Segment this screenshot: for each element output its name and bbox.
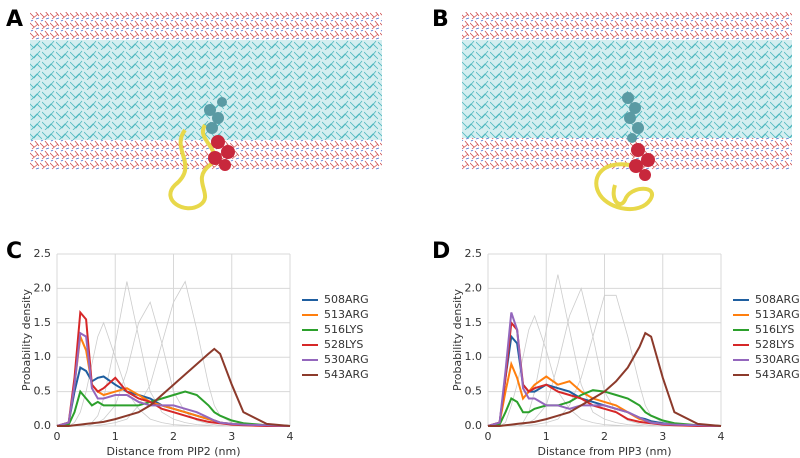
y-axis-label: Probability density: [20, 289, 33, 391]
x-tick-label: 4: [287, 430, 294, 443]
membrane-image-b: [462, 12, 792, 212]
y-tick-label: 1.0: [465, 350, 483, 363]
legend-label: 513ARG: [324, 308, 369, 321]
x-tick-label: 3: [659, 430, 666, 443]
x-tick-label: 1: [543, 430, 550, 443]
membrane-image-a: [30, 12, 382, 211]
series-line: [487, 389, 722, 427]
x-axis-label: Distance from PIP2 (nm): [107, 445, 241, 458]
y-tick-label: 0.0: [465, 419, 483, 432]
legend-label: 528LYS: [755, 338, 794, 351]
x-tick-label: 3: [228, 430, 235, 443]
y-tick-label: 0.5: [465, 385, 483, 398]
legend-label: 516LYS: [324, 323, 363, 336]
x-axis-label: Distance from PIP3 (nm): [538, 445, 672, 458]
y-axis-label: Probability density: [451, 289, 464, 391]
legend-label: 508ARG: [324, 293, 369, 306]
legend-label: 516LYS: [755, 323, 794, 336]
y-tick-label: 1.5: [465, 316, 483, 329]
background-line: [57, 321, 290, 427]
legend-label: 528LYS: [324, 338, 363, 351]
x-tick-label: 0: [485, 430, 492, 443]
legend-label: 543ARG: [324, 368, 369, 381]
series-line: [488, 331, 722, 427]
panel-label: C: [6, 239, 22, 264]
legend-label: 508ARG: [755, 293, 800, 306]
x-tick-label: 1: [112, 430, 119, 443]
y-tick-label: 1.0: [34, 350, 52, 363]
y-tick-label: 2.5: [34, 247, 52, 260]
panel-label: A: [6, 7, 23, 32]
x-tick-label: 2: [601, 430, 608, 443]
y-tick-label: 2.5: [465, 247, 483, 260]
legend-label: 530ARG: [324, 353, 369, 366]
background-line: [488, 314, 721, 427]
y-tick-label: 0.5: [34, 385, 52, 398]
panel-label: D: [432, 239, 450, 264]
legend-label: 513ARG: [755, 308, 800, 321]
series-line: [57, 347, 291, 427]
panel-label: B: [432, 7, 449, 32]
legend-label: 530ARG: [755, 353, 800, 366]
y-tick-label: 2.0: [465, 281, 483, 294]
y-tick-label: 2.0: [34, 281, 52, 294]
x-tick-label: 4: [718, 430, 725, 443]
x-tick-label: 0: [54, 430, 61, 443]
y-tick-label: 0.0: [34, 419, 52, 432]
legend-label: 543ARG: [755, 368, 800, 381]
y-tick-label: 1.5: [34, 316, 52, 329]
x-tick-label: 2: [170, 430, 177, 443]
